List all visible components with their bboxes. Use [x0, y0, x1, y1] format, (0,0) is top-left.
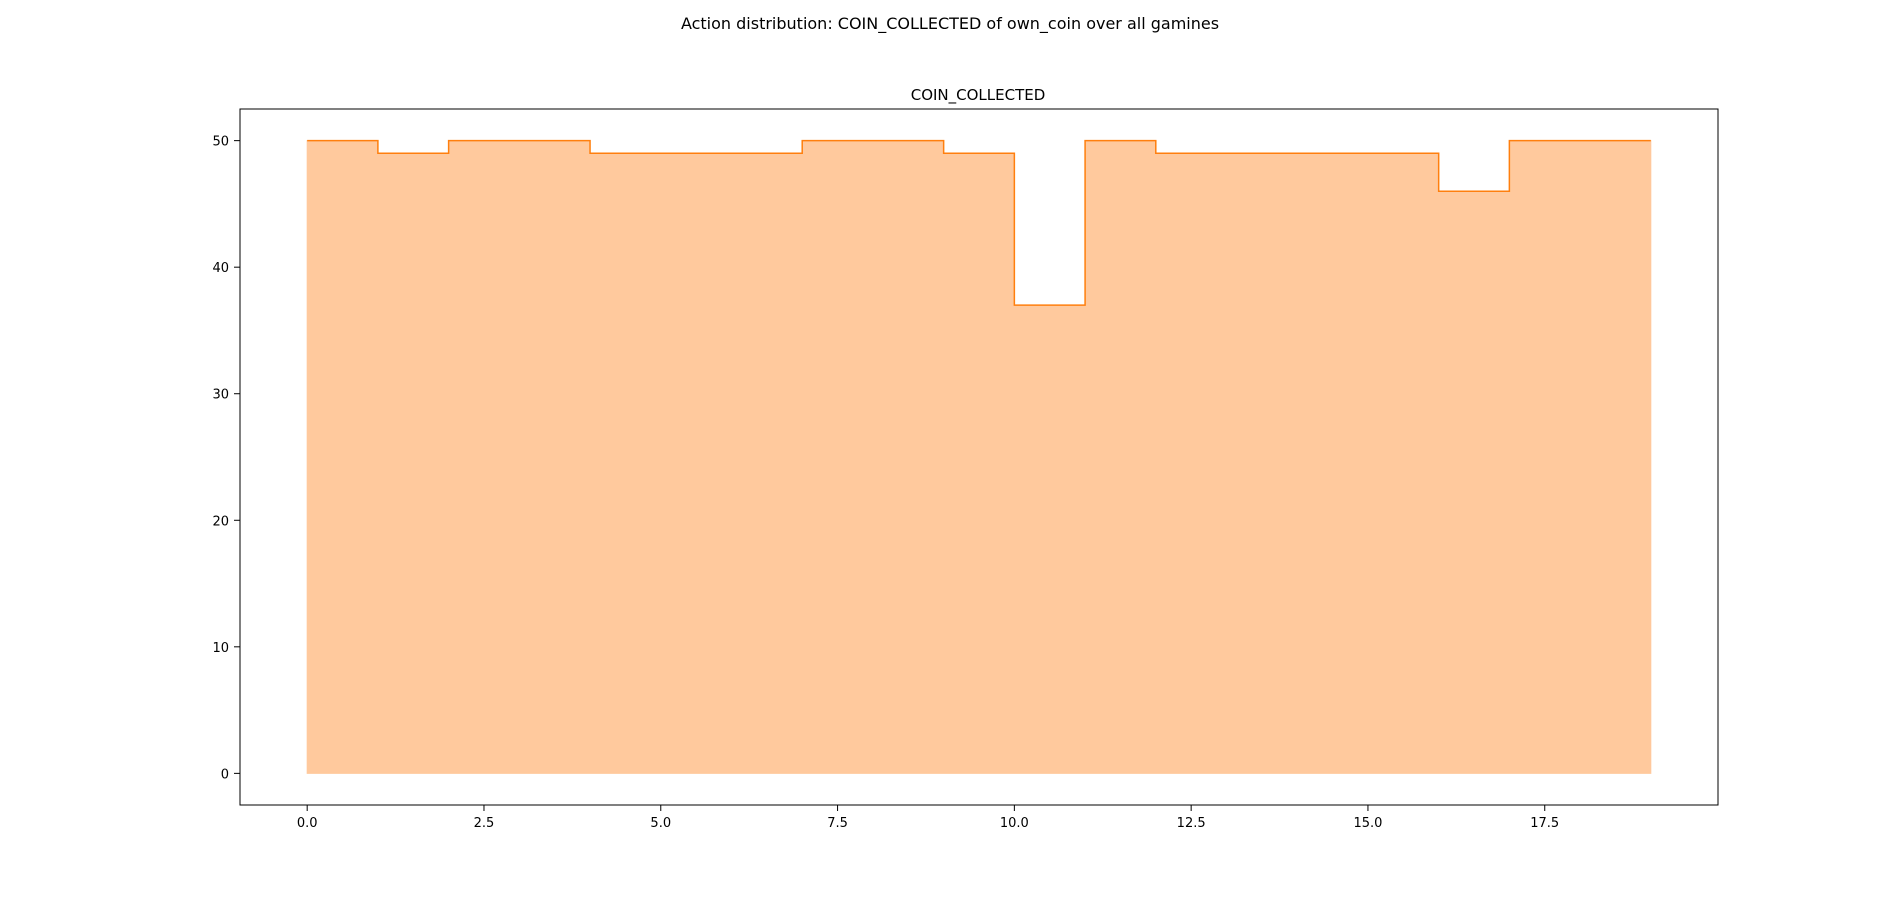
y-axis-ticks: 0 10 20 30 40 50	[212, 135, 240, 782]
x-tick-label: 15.0	[1353, 816, 1382, 831]
y-tick-label: 10	[212, 641, 229, 656]
x-tick-label: 10.0	[1000, 816, 1029, 831]
line-layer	[307, 139, 1651, 306]
x-tick-label: 17.5	[1530, 816, 1559, 831]
x-tick-label: 7.5	[827, 816, 848, 831]
y-tick-label: 40	[212, 261, 229, 276]
x-tick-label: 2.5	[474, 816, 495, 831]
y-tick-label: 20	[212, 514, 229, 529]
series-line-0	[307, 139, 1651, 306]
axes-title: COIN_COLLECTED	[911, 86, 1046, 105]
x-axis-ticks: 0.0 2.5 5.0 7.5 10.0 12.5 15.0 17.5	[297, 805, 1559, 831]
axes-frame	[239, 108, 1719, 806]
area-layer	[306, 140, 1652, 774]
x-tick-label: 12.5	[1177, 816, 1206, 831]
y-tick-label: 50	[212, 135, 229, 150]
x-tick-label: 5.0	[650, 816, 671, 831]
y-tick-label: 30	[212, 388, 229, 403]
figure-suptitle: Action distribution: COIN_COLLECTED of o…	[680, 14, 1220, 33]
x-tick-label: 0.0	[297, 816, 318, 831]
y-tick-label: 0	[221, 767, 229, 782]
series-area-0	[306, 140, 1652, 774]
